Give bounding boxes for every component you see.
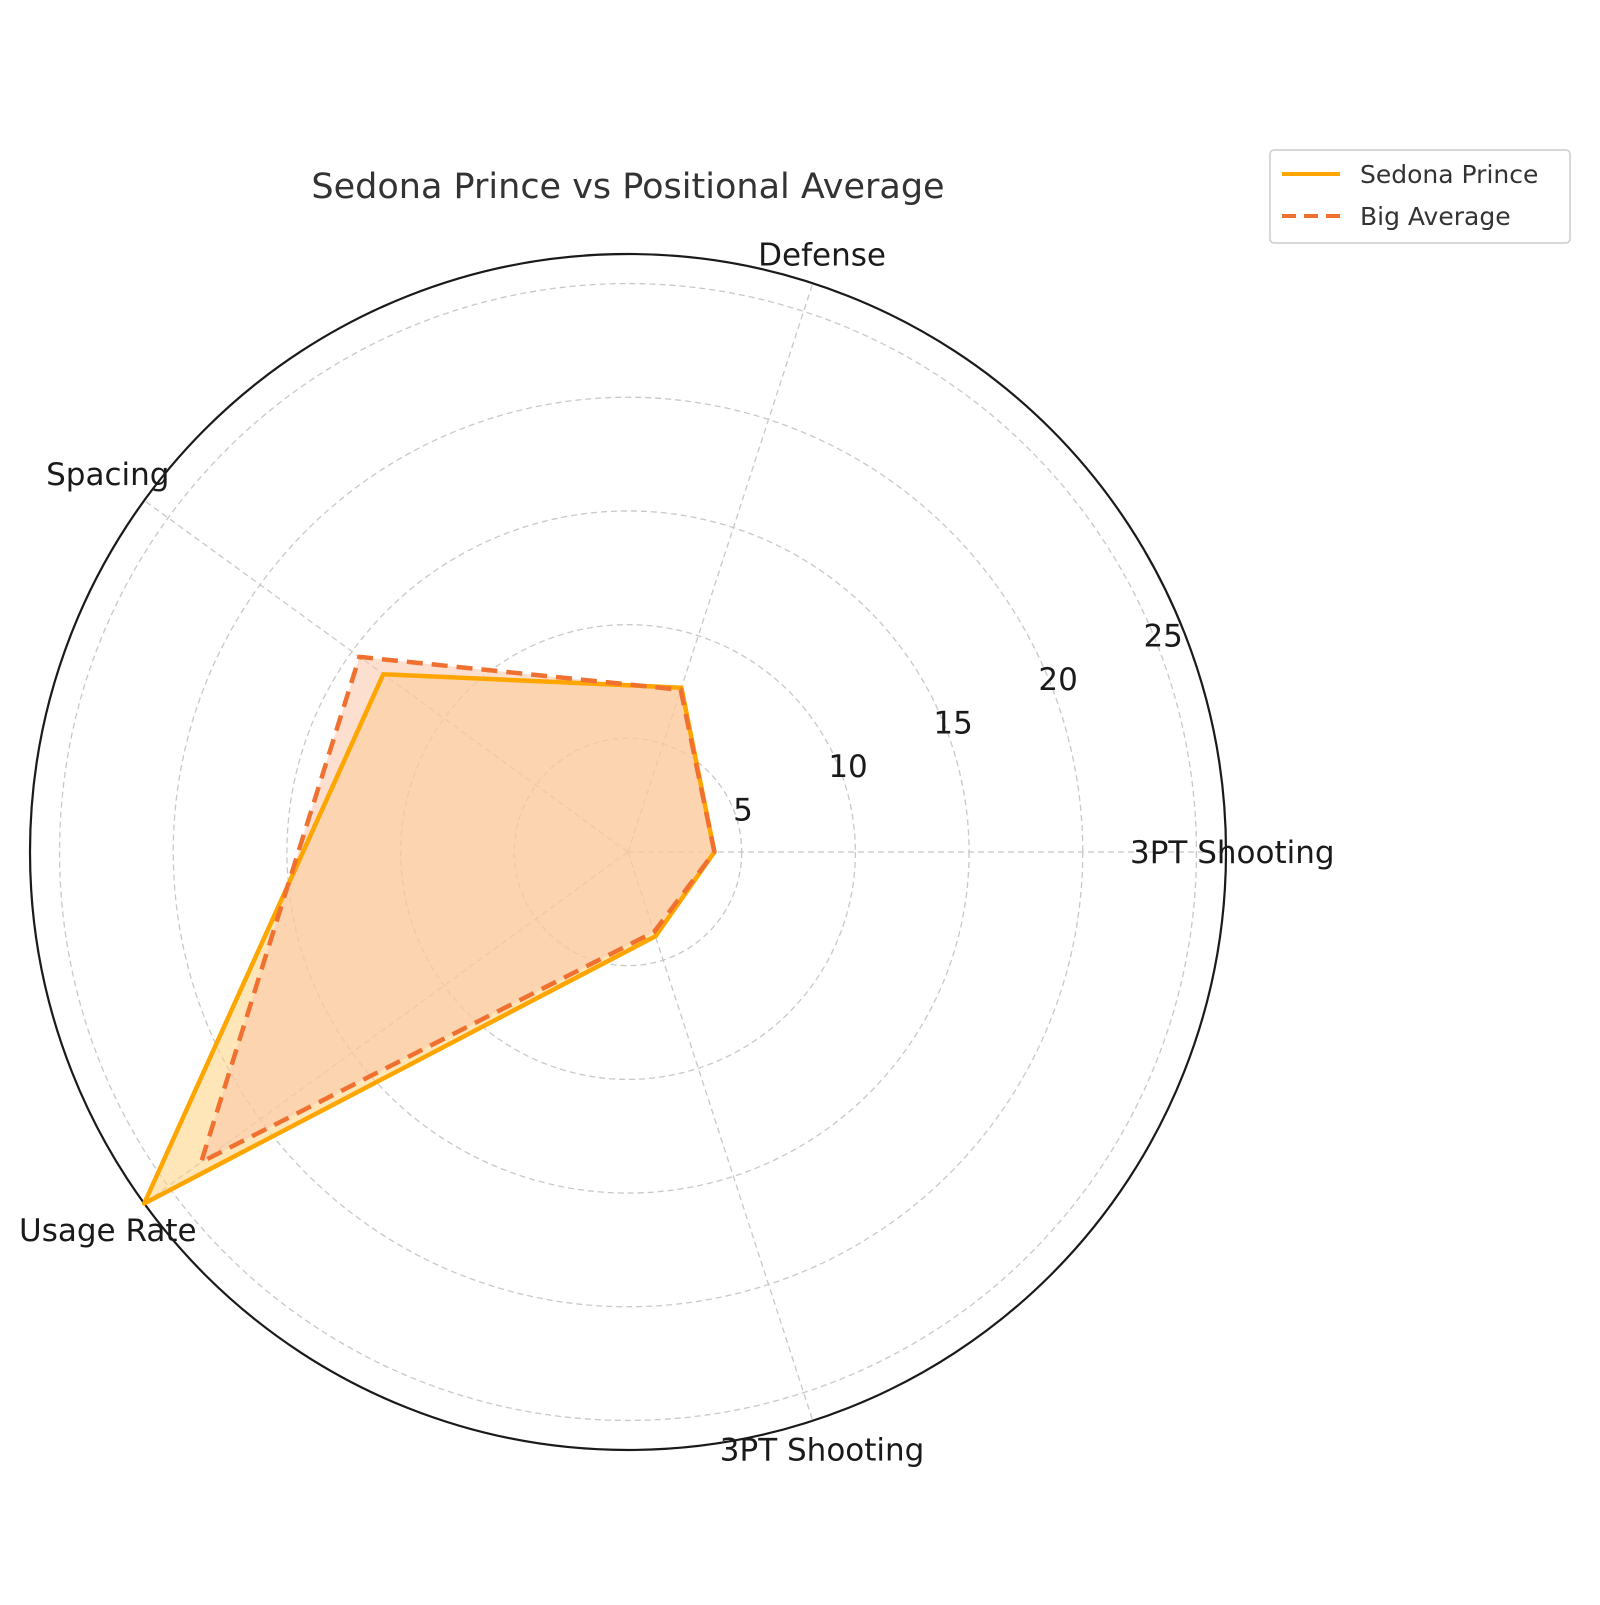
- category-label-2: Spacing: [46, 457, 169, 493]
- category-label-3: Usage Rate: [19, 1213, 197, 1249]
- series-layer: [144, 657, 714, 1204]
- legend-label-big-average: Big Average: [1360, 202, 1511, 231]
- r-tick-label-15: 15: [933, 705, 972, 741]
- r-tick-label-10: 10: [828, 749, 867, 785]
- r-tick-label-25: 25: [1143, 618, 1182, 654]
- category-label-1: Defense: [758, 238, 886, 274]
- category-label-0: 3PT Shooting: [1130, 835, 1335, 871]
- legend: Sedona Prince Big Average: [1270, 150, 1570, 243]
- category-label-4: 3PT Shooting: [720, 1432, 925, 1468]
- legend-label-sedona-prince: Sedona Prince: [1360, 160, 1538, 189]
- chart-title: Sedona Prince vs Positional Average: [311, 167, 944, 207]
- r-tick-label-20: 20: [1038, 662, 1077, 698]
- r-tick-label-5: 5: [733, 792, 753, 828]
